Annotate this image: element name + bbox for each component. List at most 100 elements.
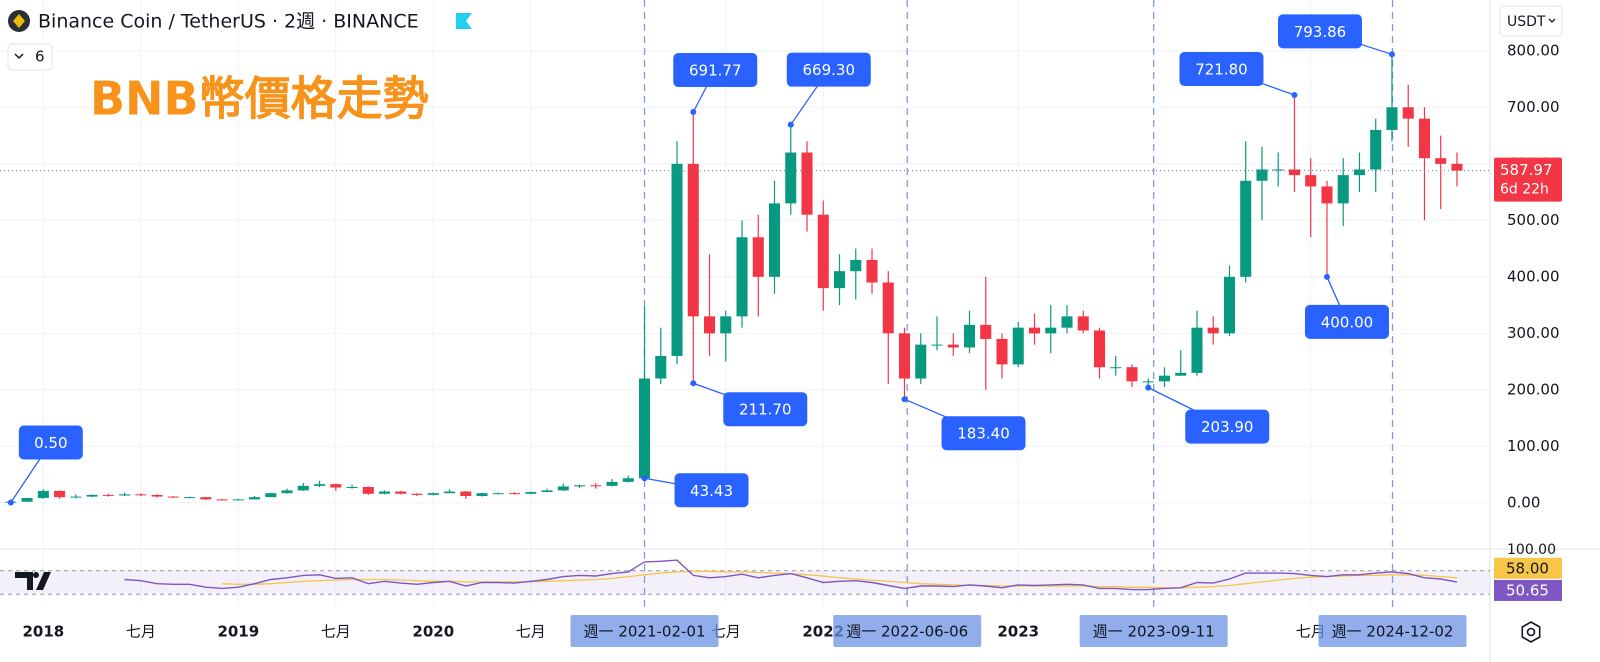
candle-body — [898, 333, 911, 379]
candle-body — [151, 494, 163, 497]
candle-body — [947, 344, 959, 348]
callout-box — [1277, 14, 1362, 49]
candle-body — [866, 259, 878, 283]
y-tick-label: 700.00 — [1507, 98, 1560, 116]
callout-dot — [1388, 51, 1395, 58]
candle-body — [1288, 169, 1300, 176]
candle-body — [785, 152, 797, 204]
candle-body — [379, 491, 391, 494]
candle-body — [21, 497, 33, 502]
settings-icon — [1521, 621, 1541, 643]
candle-body — [249, 497, 261, 500]
settings-button[interactable] — [1521, 621, 1541, 643]
candle-body — [931, 344, 943, 346]
candle-body — [801, 152, 813, 215]
callout-dot — [1145, 384, 1152, 391]
countdown: 6d 22h — [1500, 182, 1549, 198]
callout-box — [1185, 409, 1270, 444]
callout-label: 211.70 — [739, 401, 792, 419]
tv-logo[interactable] — [15, 572, 51, 590]
rsi-value-box — [1494, 579, 1562, 601]
marker-box — [1079, 615, 1228, 647]
callout-dot — [1323, 273, 1330, 280]
callout-label: 721.80 — [1195, 61, 1248, 79]
candle-body — [639, 378, 651, 479]
currency: USDT — [1507, 14, 1546, 30]
currency-button[interactable] — [1499, 5, 1563, 37]
candle-body — [817, 214, 829, 289]
y-tick-label: 0.00 — [1507, 493, 1540, 511]
candle-body — [102, 494, 114, 496]
candle-body — [1077, 316, 1089, 331]
callout-label: 0.50 — [34, 434, 67, 452]
candle-body — [703, 316, 716, 334]
candle-body — [736, 237, 748, 317]
candle-body — [1207, 327, 1219, 334]
candle-body — [833, 271, 846, 289]
chart-title: Binance Coin / TetherUS · 2週 · BINANCE — [38, 11, 419, 33]
candle-body — [882, 282, 894, 334]
callout-label: 400.00 — [1321, 313, 1374, 331]
candle-body — [1093, 330, 1106, 368]
marker-box — [570, 615, 719, 647]
flag-icon[interactable] — [456, 13, 472, 29]
callout-box — [674, 473, 749, 508]
candle-body — [541, 490, 553, 493]
candle-body — [70, 496, 82, 498]
candle-body — [850, 259, 862, 272]
candle-body — [265, 493, 277, 498]
candle-body — [1451, 163, 1463, 171]
candle-body — [119, 494, 131, 496]
callout-label: 43.43 — [690, 482, 733, 500]
callout-dot — [1291, 92, 1298, 99]
y-tick-label: 300.00 — [1507, 324, 1560, 342]
candle-body — [655, 355, 667, 379]
indicator-toggle[interactable] — [7, 43, 53, 71]
candle-body — [996, 338, 1008, 365]
candle-body — [1402, 107, 1414, 119]
marker-label: 週一 2021-02-01 — [584, 623, 706, 641]
candle-body — [1256, 169, 1268, 181]
marker-box — [1318, 615, 1467, 647]
candle-body — [427, 493, 439, 495]
callout-box — [673, 52, 758, 87]
candle-body — [720, 316, 732, 334]
rsi-value-box — [1494, 557, 1562, 579]
front-layer: 0.00100.00200.00300.00400.00500.00600.00… — [7, 14, 1562, 647]
callout-dot — [690, 380, 697, 387]
candle-body — [444, 491, 456, 494]
candle-body — [1240, 180, 1252, 277]
candle-body — [1045, 327, 1057, 334]
y-tick-label: 200.00 — [1507, 380, 1560, 398]
rsi-value-label: 58.00 — [1506, 559, 1549, 577]
callout-label: 203.90 — [1201, 418, 1254, 436]
candle-body — [557, 486, 569, 491]
last-price-label: 587.97 — [1500, 161, 1553, 179]
candle-body — [590, 485, 602, 487]
candle-body — [1272, 169, 1284, 171]
candle-body — [460, 491, 472, 497]
candle-body — [1321, 186, 1333, 204]
candle-body — [1435, 158, 1447, 164]
candle-body — [476, 493, 488, 497]
callout-label: 793.86 — [1294, 23, 1347, 41]
candle-body — [314, 484, 326, 486]
candle-body — [622, 478, 634, 482]
candle-body — [346, 486, 358, 488]
callout-label: 183.40 — [957, 425, 1010, 443]
callout-dot — [787, 121, 794, 128]
candle-body — [37, 490, 49, 498]
rsi-tick-label: 100.00 — [1507, 542, 1556, 558]
candle-body — [1012, 327, 1024, 365]
settings-icon-center — [1526, 627, 1536, 637]
candle-body — [1305, 175, 1317, 187]
marker-box — [833, 615, 982, 647]
candle-body — [606, 481, 618, 486]
callout-box — [1304, 304, 1389, 339]
marker-label: 週一 2023-09-11 — [1093, 623, 1215, 641]
x-tick-label: 七月 — [1296, 623, 1326, 641]
candle-body — [200, 497, 212, 500]
candle-body — [1386, 107, 1398, 130]
callout-dot — [690, 108, 697, 115]
